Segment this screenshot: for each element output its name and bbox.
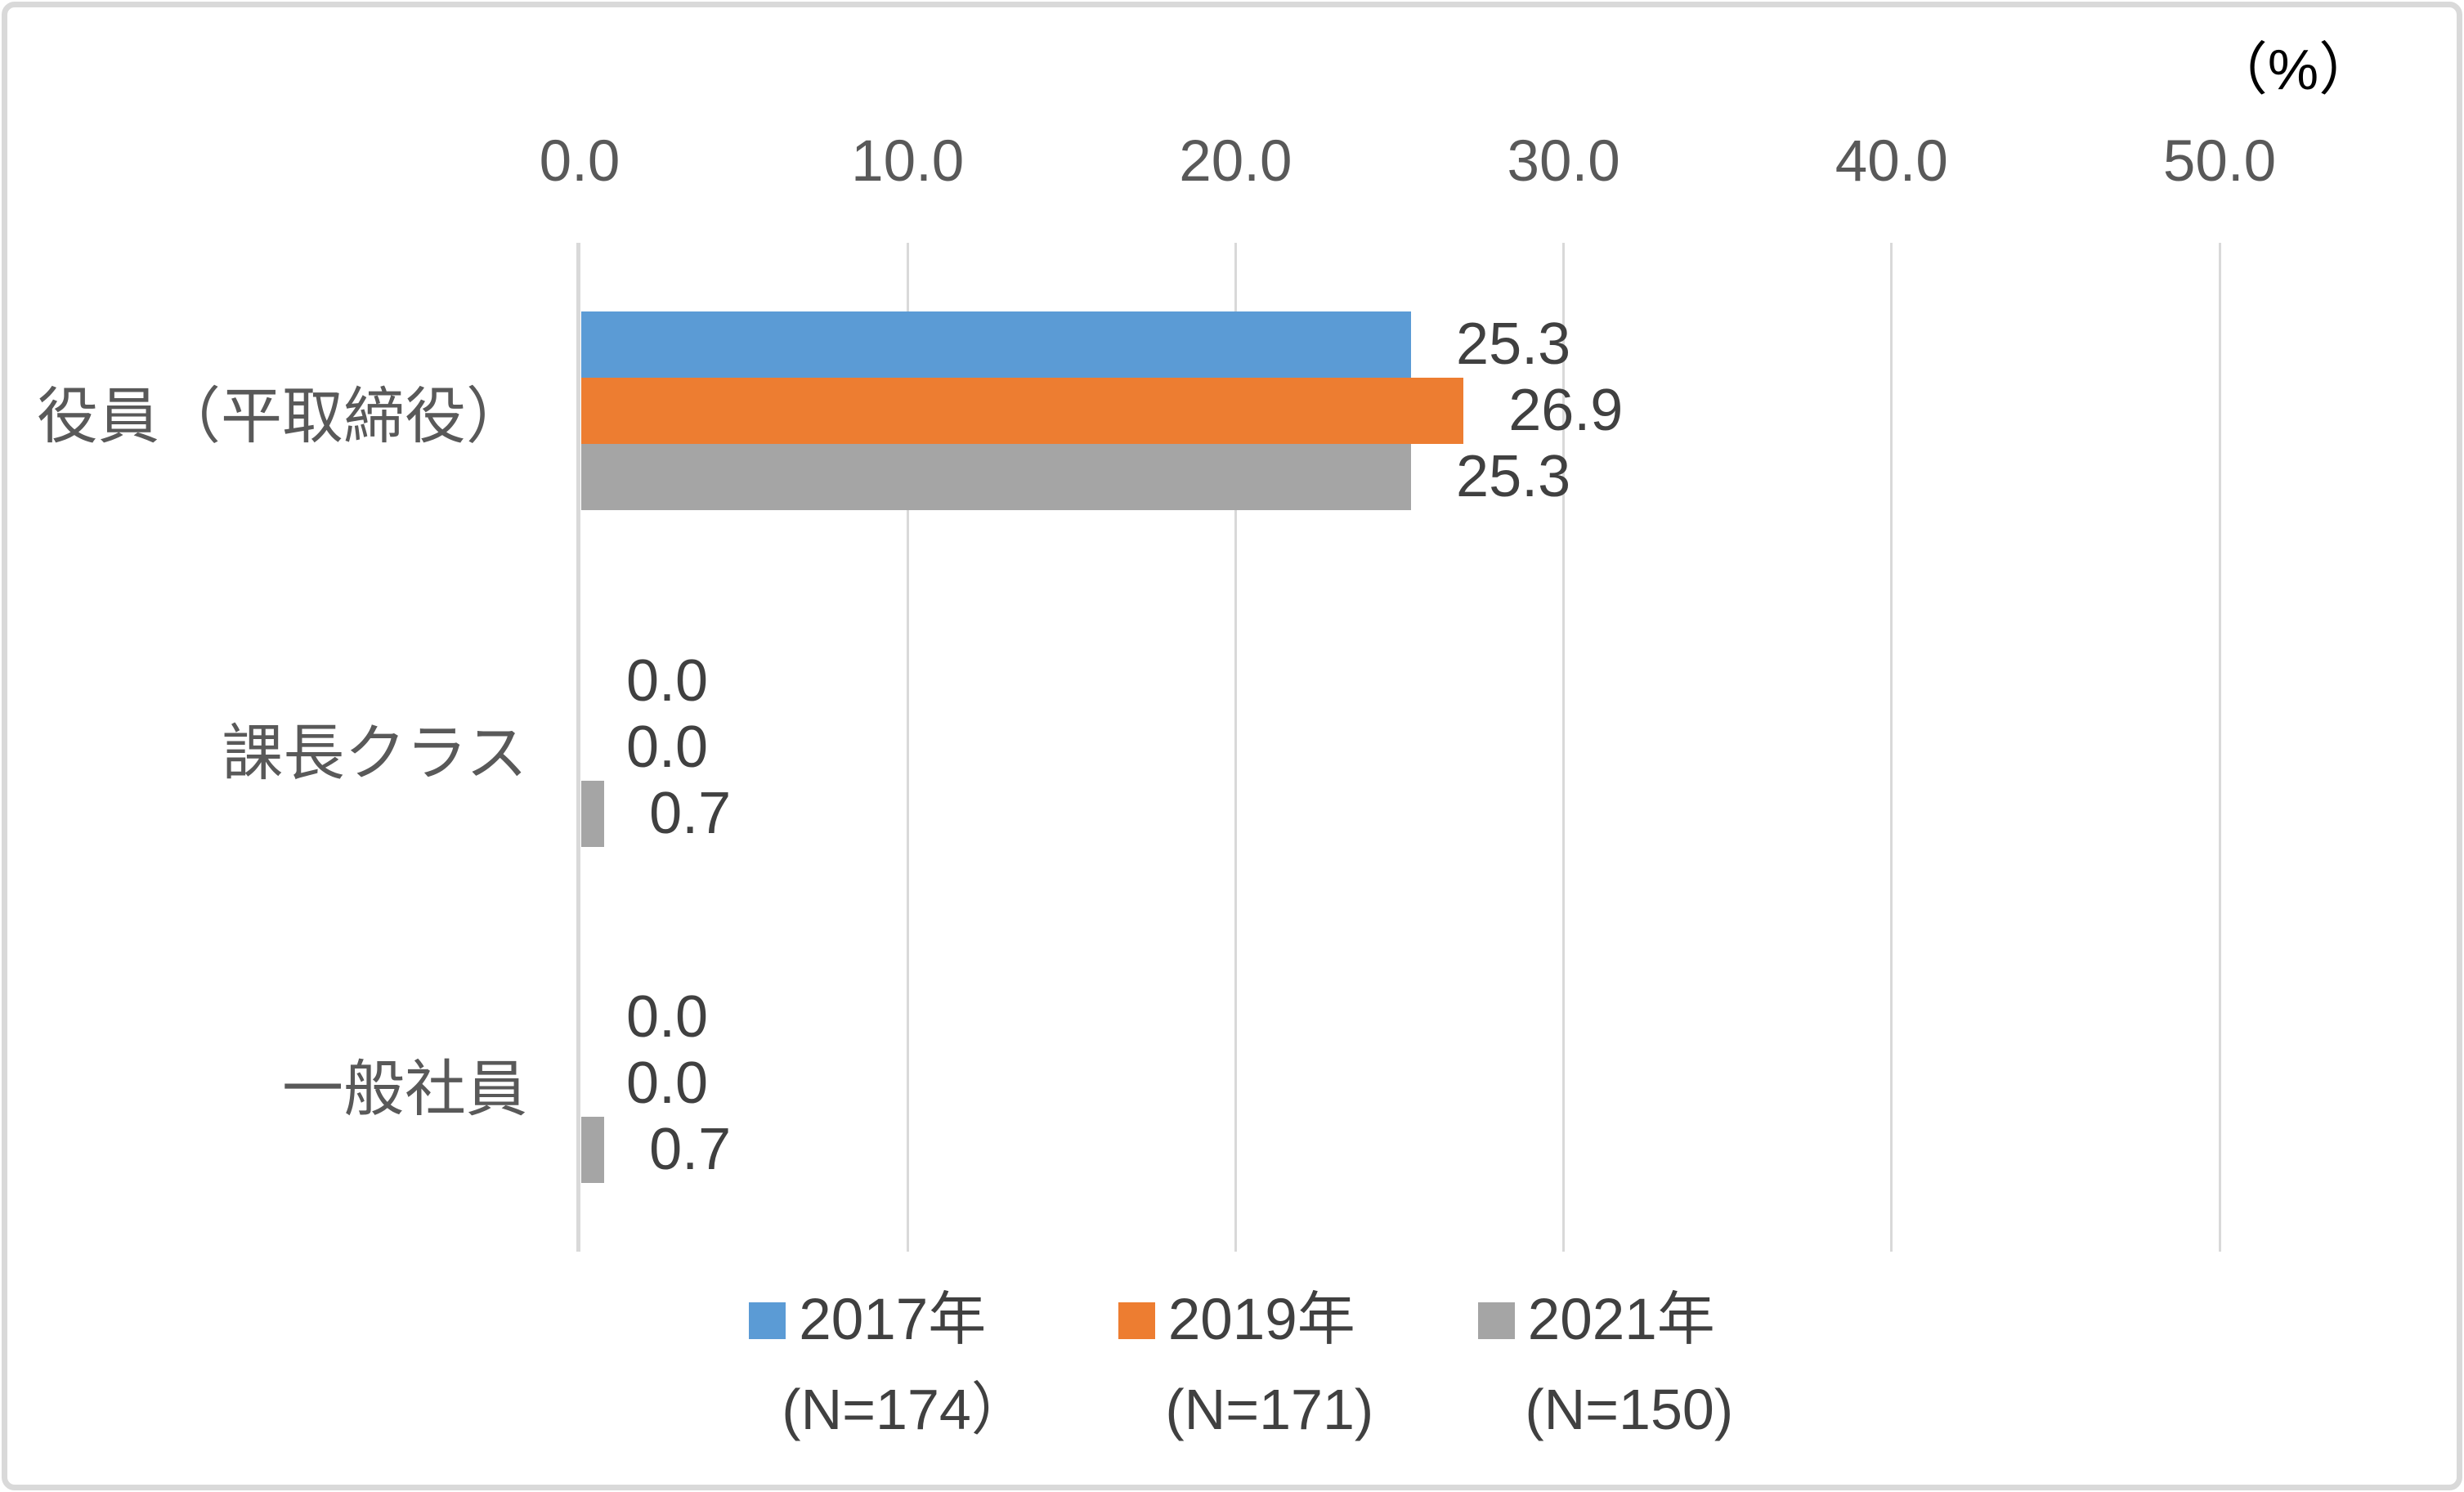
value-label-series2-cat2: 0.0	[626, 714, 709, 780]
category-axis-line	[576, 243, 580, 1252]
x-tick-label-30.0: 30.0	[1507, 129, 1620, 194]
legend-swatch-3	[1477, 1302, 1515, 1339]
legend-item-2: 2019年 (N=171)	[1118, 1284, 1373, 1444]
x-tick-label-10.0: 10.0	[851, 129, 965, 194]
legend-item-row: 2019年	[1118, 1284, 1355, 1357]
legend-label-3: 2021年	[1527, 1288, 1715, 1352]
legend-label-1: 2017年	[799, 1288, 987, 1352]
value-label-series2-cat1: 26.9	[1508, 378, 1624, 444]
legend-swatch-1	[749, 1302, 786, 1339]
value-label-series1-cat1: 25.3	[1456, 311, 1571, 378]
value-label-series3-cat3: 0.7	[649, 1116, 732, 1182]
gridline-10.0	[906, 243, 909, 1252]
legend-n-label-1: (N=174）	[782, 1378, 1028, 1441]
x-tick-label-50.0: 50.0	[2162, 129, 2277, 194]
x-tick-label-0.0: 0.0	[539, 129, 620, 194]
category-label-1: 役員（平取締役）	[36, 382, 527, 451]
legend-label-2: 2019年	[1167, 1288, 1355, 1352]
bar-series3-cat3	[581, 1116, 605, 1183]
bar-series3-cat2	[581, 780, 605, 847]
value-label-series2-cat3: 0.0	[626, 1050, 709, 1116]
legend-swatch-2	[1118, 1302, 1155, 1339]
legend: 2017年 (N=174） 2019年 (N=171) 2021年 (N=150)	[0, 1284, 2464, 1444]
legend-n-label-2: (N=171)	[1165, 1378, 1374, 1441]
gridline-40.0	[1890, 243, 1893, 1252]
bar-series1-cat1	[581, 311, 1412, 379]
x-tick-label-20.0: 20.0	[1179, 129, 1292, 194]
bar-series3-cat1	[581, 444, 1412, 511]
x-tick-label-40.0: 40.0	[1835, 129, 1948, 194]
category-label-2: 課長クラス	[222, 718, 527, 787]
legend-n-label-3: (N=150)	[1525, 1378, 1734, 1441]
value-label-series3-cat1: 25.3	[1456, 444, 1571, 510]
bar-series2-cat1	[581, 378, 1464, 445]
value-label-series1-cat3: 0.0	[626, 983, 709, 1050]
value-label-series1-cat2: 0.0	[626, 647, 709, 714]
gridline-20.0	[1234, 243, 1237, 1252]
category-label-3: 一般社員	[281, 1054, 527, 1123]
gridline-30.0	[1562, 243, 1566, 1252]
gridline-50.0	[2218, 243, 2221, 1252]
legend-item-row: 2017年	[749, 1284, 996, 1357]
value-label-series3-cat2: 0.7	[649, 780, 732, 846]
legend-item-3: 2021年 (N=150)	[1477, 1284, 1733, 1444]
legend-item-1: 2017年 (N=174）	[749, 1284, 1028, 1444]
axis-unit-label: （%）	[2210, 38, 2377, 101]
legend-item-row: 2021年	[1477, 1284, 1715, 1357]
